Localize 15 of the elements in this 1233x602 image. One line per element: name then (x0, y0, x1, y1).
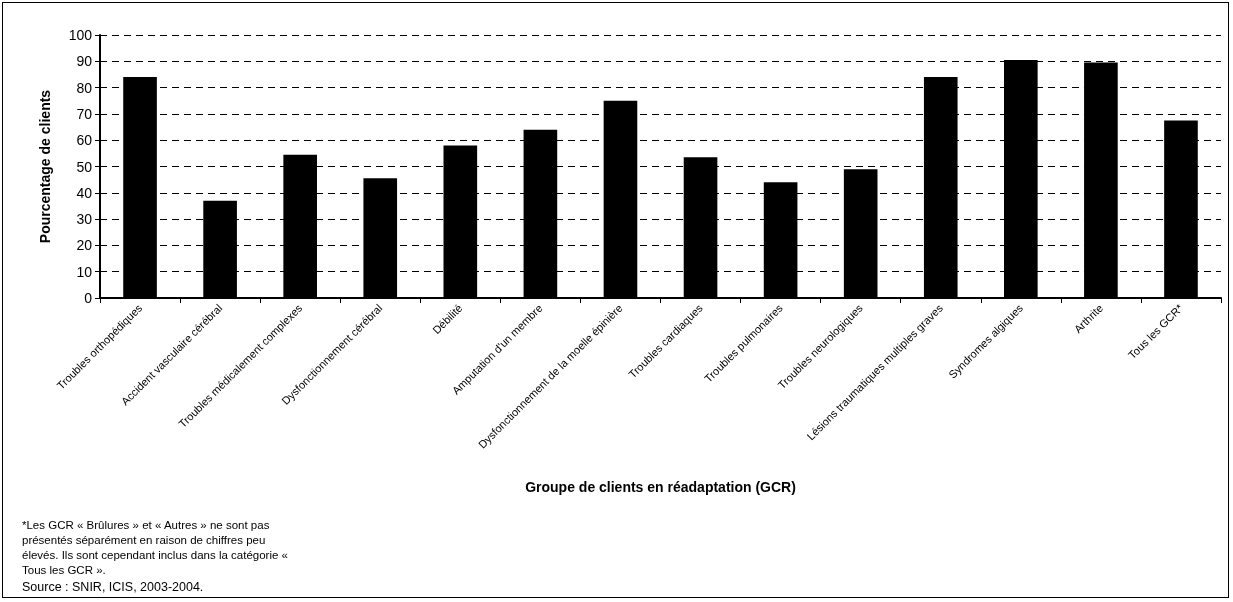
y-tick-label: 70 (76, 105, 93, 122)
y-tick-label: 80 (76, 79, 93, 96)
x-axis-title: Groupe de clients en réadaptation (GCR) (525, 479, 796, 495)
y-tick-label: 20 (76, 237, 93, 254)
y-tick-label: 50 (76, 158, 93, 175)
y-tick-label: 40 (76, 184, 93, 201)
y-tick-label: 10 (76, 263, 93, 280)
y-tick-label: 30 (76, 211, 93, 228)
text: *Les GCR « Brûlures » et « Autres » ne sont pas présentés séparément en raison de chiffres peu élevés. Ils sont cependant inclus dans la catégorie « Tous les GCR ». (22, 518, 289, 578)
y-tick-label: 60 (76, 132, 93, 149)
y-tick-label: 100 (68, 27, 93, 43)
y-tick-label: 90 (76, 53, 93, 70)
source-note: Source : SNIR, ICIS, 2003-2004. (22, 580, 205, 595)
y-tick-label: 0 (84, 290, 93, 306)
y-axis-title: Pourcentage de clients (37, 89, 53, 244)
